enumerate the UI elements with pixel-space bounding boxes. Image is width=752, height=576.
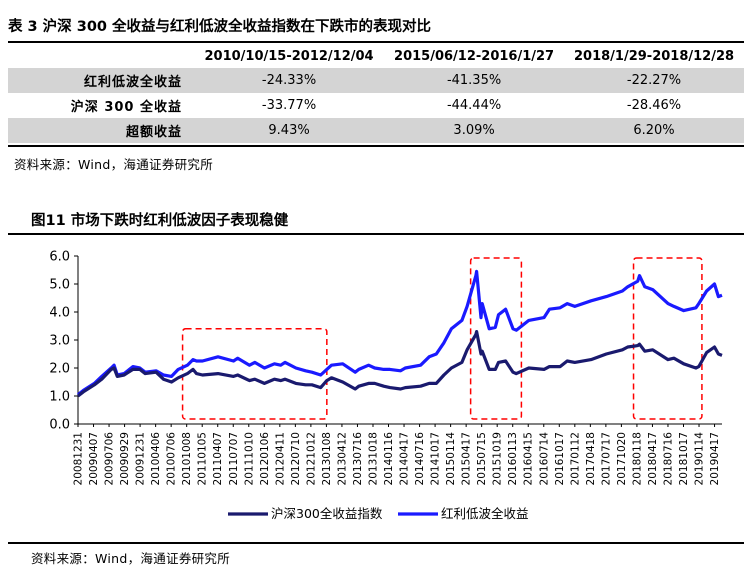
- highlight-boxes: [181, 257, 703, 420]
- x-tick-label: 20180417: [647, 432, 659, 485]
- figure-bottom-rule: [8, 542, 744, 544]
- x-tick-label: 20150114: [445, 432, 457, 486]
- table-header-blank: [8, 44, 194, 68]
- y-tick-label: 3.0: [49, 334, 70, 349]
- x-tick-label: 20100406: [150, 432, 162, 486]
- x-tick-label: 20090929: [119, 432, 131, 485]
- x-tick-label: 20091231: [135, 432, 147, 485]
- x-tick-label: 20090706: [104, 432, 116, 486]
- table-header-period-2: 2015/06/12-2016/1/27: [394, 48, 555, 64]
- chart-lines: [77, 269, 723, 398]
- legend-label: 红利低波全收益: [441, 506, 529, 521]
- x-tick-label: 20101008: [181, 432, 193, 485]
- table-top-rule: [8, 41, 744, 43]
- table-source: 资料来源：Wind，海通证券研究所: [14, 157, 214, 172]
- x-tick-label: 20140116: [383, 432, 395, 486]
- x-tick-label: 20190417: [709, 432, 721, 485]
- comparison-table: 2010/10/15-2012/12/04 2015/06/12-2016/1/…: [8, 44, 744, 143]
- x-tick-label: 20180716: [662, 432, 674, 486]
- x-tick-label: 20180118: [631, 432, 643, 485]
- table-row: 沪深 300 全收益 -33.77% -44.44% -28.46%: [8, 93, 744, 118]
- x-tick-label: 20190114: [694, 432, 706, 486]
- x-tick-label: 20120106: [259, 432, 271, 486]
- chart-legend: 沪深300全收益指数 红利低波全收益: [228, 506, 529, 521]
- figure-source: 资料来源：Wind，海通证券研究所: [31, 551, 231, 566]
- x-tick-label: 20090407: [88, 432, 100, 485]
- y-tick-label: 5.0: [49, 278, 70, 293]
- legend-label: 沪深300全收益指数: [271, 506, 383, 521]
- x-tick-label: 20130412: [336, 432, 348, 485]
- x-tick-label: 20181017: [678, 432, 690, 485]
- y-tick-label: 4.0: [49, 306, 70, 321]
- x-tick-label: 20111010: [243, 432, 255, 485]
- x-tick-label: 20160714: [538, 432, 550, 486]
- x-tick-label: 20110407: [212, 432, 224, 485]
- table-header-period-1: 2010/10/15-2012/12/04: [204, 48, 374, 64]
- x-tick-label: 20120710: [290, 432, 302, 485]
- y-tick-label: 6.0: [49, 250, 70, 265]
- table-cell: -22.27%: [564, 68, 744, 93]
- x-tick-label: 20170418: [585, 432, 597, 485]
- table-cell: 9.43%: [194, 118, 385, 143]
- x-tick-label: 20130716: [352, 432, 364, 486]
- x-tick-label: 20160113: [507, 432, 519, 485]
- x-tick-label: 20130108: [321, 432, 333, 485]
- row-label: 红利低波全收益: [8, 68, 194, 93]
- x-tick-label: 20131018: [367, 432, 379, 485]
- row-label: 沪深 300 全收益: [70, 100, 182, 115]
- x-tick-label: 20151019: [492, 432, 504, 485]
- x-tick-label: 20110707: [228, 432, 240, 485]
- figure-top-rule: [8, 233, 744, 235]
- x-tick-label: 20150715: [476, 432, 488, 485]
- table-header-row: 2010/10/15-2012/12/04 2015/06/12-2016/1/…: [8, 44, 744, 68]
- y-tick-label: 1.0: [49, 390, 70, 405]
- x-tick-label: 20140716: [414, 432, 426, 486]
- table-cell: 3.09%: [384, 118, 565, 143]
- x-tick-label: 20170717: [600, 432, 612, 485]
- highlight-box: [469, 257, 523, 420]
- figure-title: 图11 市场下跌时红利低波因子表现稳健: [31, 213, 289, 229]
- x-tick-label: 20081231: [73, 432, 85, 485]
- x-tick-label: 20150417: [461, 432, 473, 485]
- highlight-box: [181, 328, 328, 420]
- x-tick-label: 20171020: [616, 432, 628, 485]
- x-tick-label: 20110105: [197, 432, 209, 485]
- table-cell: -44.44%: [446, 98, 502, 113]
- table-row: 红利低波全收益 -24.33% -41.35% -22.27%: [8, 68, 744, 93]
- line-chart: 0.0 1.0 2.0 3.0 4.0 5.0 6.0 20081231 20090407 200…: [49, 250, 723, 521]
- table-cell: -41.35%: [384, 68, 565, 93]
- row-label: 超额收益: [8, 118, 194, 143]
- table-cell: 6.20%: [564, 118, 744, 143]
- x-tick-label: 20141017: [430, 432, 442, 485]
- x-tick-label: 20160415: [523, 432, 535, 485]
- table-cell: -24.33%: [194, 68, 385, 93]
- chart-axes: 0.0 1.0 2.0 3.0 4.0 5.0 6.0 20081231 20090407 200…: [49, 250, 722, 486]
- table-header-period-3: 2018/1/29-2018/12/28: [573, 48, 735, 64]
- x-tick-label: 20120411: [274, 432, 286, 485]
- x-tick-label: 20100706: [166, 432, 178, 486]
- y-tick-label: 2.0: [49, 362, 70, 377]
- highlight-box: [632, 257, 703, 420]
- table-bottom-rule: [8, 145, 744, 147]
- table-row: 超额收益 9.43% 3.09% 6.20%: [8, 118, 744, 143]
- table-cell: -28.46%: [626, 98, 682, 113]
- x-tick-label: 20161017: [554, 432, 566, 485]
- x-tick-label: 20121012: [305, 432, 317, 485]
- y-tick-label: 0.0: [49, 418, 70, 433]
- table-cell: -33.77%: [261, 98, 317, 113]
- series-line-dividend-lowvol: [77, 269, 723, 396]
- x-tick-label: 20170112: [569, 432, 581, 485]
- series-line-csi300: [77, 330, 723, 398]
- table-title: 表 3 沪深 300 全收益与红利低波全收益指数在下跌市的表现对比: [8, 19, 432, 35]
- x-tick-label: 20140417: [399, 432, 411, 485]
